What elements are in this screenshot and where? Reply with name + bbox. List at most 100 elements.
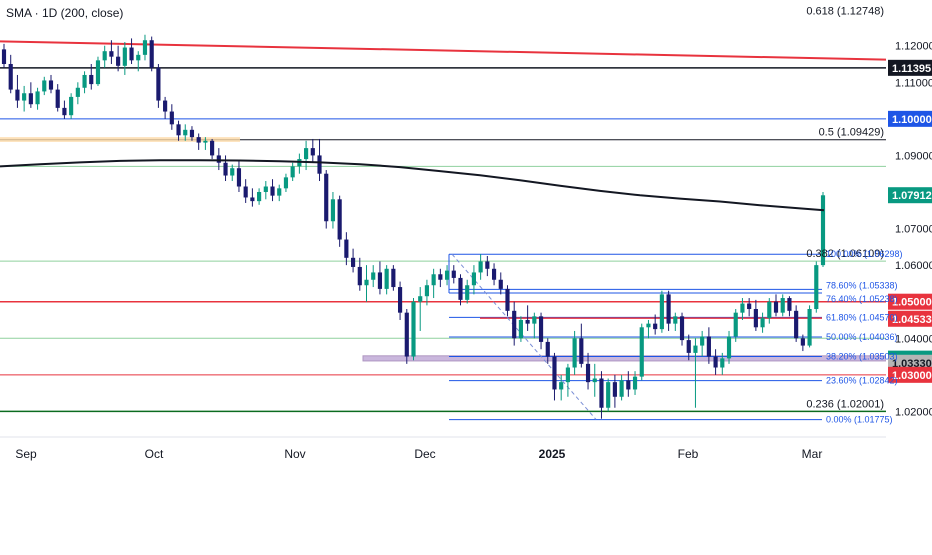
time-tick-2: Nov (284, 447, 305, 461)
candle-73 (491, 263, 497, 286)
candle-body (740, 303, 745, 313)
candle-85 (572, 330, 577, 375)
candle-93 (626, 371, 631, 397)
candle-101 (679, 312, 685, 346)
time-axis: Sep Oct Nov Dec 2025 Feb Mar (0, 436, 886, 461)
candle-49 (330, 191, 336, 229)
candle-body (149, 40, 154, 68)
time-tick-6: Mar (802, 447, 823, 461)
candle-body (612, 382, 617, 397)
price-badge-7: 1.03000 (888, 366, 932, 383)
candle-body (270, 186, 275, 196)
candle-body (579, 338, 584, 364)
candle-body (290, 166, 295, 178)
candle-body (424, 285, 430, 297)
candle-12 (82, 71, 87, 94)
candle-body (277, 188, 282, 196)
candle-88 (592, 363, 597, 397)
candle-body (700, 336, 705, 346)
candle-body (686, 340, 691, 353)
price-tick-2: 1.09000 (895, 150, 932, 162)
fib-small-label-3: 61.80% (1.04570) (826, 312, 898, 322)
price-badge-bg (888, 354, 932, 371)
candle-body (283, 177, 289, 189)
candle-77 (518, 316, 523, 342)
candle-body (344, 239, 349, 258)
candle-113 (760, 312, 765, 333)
candle-24 (163, 96, 168, 119)
candle-33 (223, 155, 228, 182)
candle-112 (753, 299, 758, 331)
price-badge-6: 1.03330 (888, 354, 932, 371)
candle-65 (438, 268, 443, 288)
price-axis: 1.12000 1.11000 1.09000 1.07000 1.06000 1.040… (886, 0, 932, 550)
candle-60 (404, 309, 409, 364)
candle-84 (565, 363, 570, 397)
time-tick-1: Oct (145, 447, 164, 461)
candle-body (89, 74, 94, 85)
fib-small-label-4: 50.00% (1.04036) (826, 332, 898, 342)
fib-label-0: 0.618 (1.12748) (806, 5, 884, 17)
candle-2 (15, 74, 20, 108)
candle-body (465, 285, 470, 300)
candle-body (15, 89, 20, 101)
candle-66 (444, 265, 450, 286)
price-tick-6: 1.02000 (895, 406, 932, 418)
candle-body (42, 80, 47, 92)
candle-43 (290, 162, 295, 182)
candle-10 (69, 93, 74, 119)
candle-body (599, 378, 604, 408)
candle-70 (471, 265, 476, 295)
price-badge-bg (888, 110, 932, 127)
candle-body (572, 338, 577, 368)
fib-label-1: 0.5 (1.09429) (819, 127, 884, 139)
candle-47 (317, 138, 322, 182)
candle-108 (726, 330, 732, 364)
candle-body (223, 162, 228, 176)
candle-74 (498, 272, 503, 295)
candle-body (8, 63, 13, 90)
candle-102 (686, 334, 691, 361)
candle-body (498, 279, 503, 289)
candle-9 (62, 100, 67, 119)
candle-58 (391, 265, 396, 291)
candle-body (767, 301, 772, 319)
candle-69 (465, 279, 470, 304)
candle-48 (324, 170, 329, 229)
candle-body (632, 376, 638, 390)
candle-body (559, 382, 564, 390)
candle-3 (22, 85, 27, 112)
candle-56 (377, 261, 383, 295)
candle-body (814, 265, 819, 310)
price-axis-bg (886, 0, 932, 550)
candle-body (404, 312, 409, 357)
candle-41 (277, 184, 282, 202)
candle-71 (478, 254, 483, 280)
candle-body (230, 168, 235, 176)
candle-body (391, 268, 396, 288)
candle-body (95, 60, 101, 85)
candle-51 (344, 232, 349, 266)
candle-59 (397, 281, 403, 320)
candle-120 (807, 305, 812, 348)
candle-122 (820, 191, 826, 267)
candle-21 (142, 34, 148, 61)
candle-body (28, 93, 33, 105)
candle-body (760, 318, 765, 328)
candle-body (75, 87, 80, 97)
candle-body (82, 74, 87, 88)
candle-115 (773, 294, 779, 317)
candle-body (330, 199, 336, 222)
candle-37 (250, 188, 255, 207)
price-badge-1: 1.10000 (888, 110, 932, 127)
price-tick-3: 1.07000 (895, 224, 932, 236)
candle-body (626, 380, 631, 390)
candle-63 (424, 279, 430, 306)
candle-90 (606, 378, 611, 412)
candle-95 (639, 323, 644, 381)
price-badge-3: 1.05000 (888, 293, 932, 310)
candle-body (317, 155, 322, 174)
candle-96 (646, 319, 651, 339)
